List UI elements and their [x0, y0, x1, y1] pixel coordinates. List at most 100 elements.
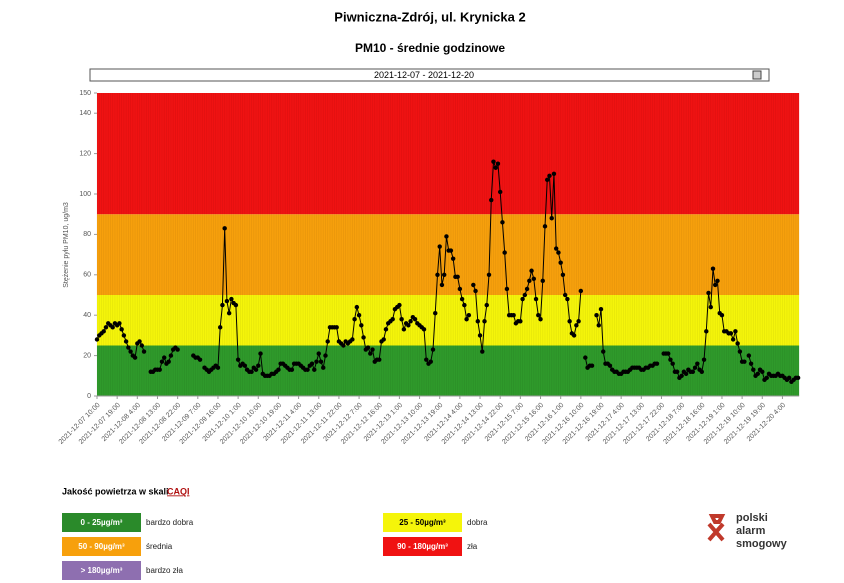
data-point	[435, 272, 440, 277]
data-point	[139, 343, 144, 348]
data-point	[352, 317, 357, 322]
legend-description: średnia	[146, 542, 173, 551]
legend-swatch	[62, 561, 141, 580]
data-point	[538, 317, 543, 322]
data-point	[354, 304, 360, 310]
data-point	[359, 323, 364, 328]
data-point	[742, 359, 747, 364]
data-point	[735, 341, 740, 346]
data-point	[430, 347, 436, 352]
legend-label: 25 - 50µg/m³	[399, 518, 446, 527]
data-point	[562, 292, 568, 298]
data-point	[607, 363, 613, 368]
data-point	[466, 313, 472, 318]
data-line	[96, 322, 145, 359]
x-tick-label: 2021-12-20 4:00	[746, 402, 787, 443]
data-point	[527, 278, 532, 284]
data-point	[764, 375, 769, 381]
data-point	[489, 197, 494, 203]
data-point	[321, 365, 326, 370]
data-point	[692, 365, 698, 370]
data-point	[589, 363, 595, 368]
data-point	[558, 260, 563, 265]
data-point	[719, 313, 725, 318]
data-point	[471, 282, 476, 288]
data-point	[536, 313, 541, 318]
data-point	[733, 329, 738, 334]
data-point	[412, 317, 418, 322]
y-tick-label: 150	[79, 90, 91, 97]
data-point	[439, 282, 445, 288]
data-point	[94, 337, 100, 342]
data-point	[408, 319, 413, 324]
legend-label: 0 - 25µg/m³	[81, 518, 123, 527]
data-point	[462, 302, 467, 308]
legend-swatch	[62, 513, 141, 532]
data-point	[491, 159, 496, 164]
data-point	[760, 369, 765, 374]
legend-swatch	[383, 537, 462, 556]
data-point	[482, 319, 487, 324]
band	[97, 214, 800, 295]
data-point	[312, 367, 317, 372]
data-point	[567, 319, 572, 324]
legend-description: bardzo zła	[146, 566, 183, 575]
data-point	[220, 302, 225, 308]
y-tick-label: 80	[83, 231, 91, 238]
data-point	[121, 333, 127, 338]
data-point	[748, 361, 754, 366]
data-point	[495, 161, 501, 166]
caqi-link[interactable]: CAQI	[167, 486, 190, 496]
data-point	[399, 317, 404, 322]
y-axis-label: Stężenie pyłu PM10, ug/m3	[63, 202, 70, 288]
band	[97, 295, 800, 346]
data-point	[428, 359, 433, 364]
data-point	[500, 220, 505, 225]
data-point	[511, 313, 516, 318]
data-point	[166, 359, 171, 364]
logo-text: polski	[736, 512, 768, 524]
data-point	[473, 288, 478, 294]
data-point	[309, 361, 315, 366]
data-point	[437, 244, 442, 249]
legend-title: Jakość powietrza w skali	[62, 486, 169, 496]
y-tick-label: 140	[79, 110, 91, 117]
data-point	[119, 327, 124, 332]
data-point	[397, 302, 402, 308]
data-point	[683, 371, 689, 376]
data-point	[480, 349, 485, 354]
data-point	[493, 165, 498, 170]
y-tick-label: 120	[79, 150, 91, 157]
data-point	[502, 250, 507, 255]
data-point	[704, 329, 709, 334]
data-point	[368, 351, 373, 356]
data-point	[222, 226, 227, 231]
legend-description: bardzo dobra	[146, 518, 194, 527]
data-point	[350, 337, 355, 342]
data-point	[123, 339, 129, 344]
data-point	[235, 357, 241, 362]
data-point	[571, 333, 577, 338]
data-point	[699, 369, 704, 374]
data-point	[560, 272, 566, 277]
data-point	[455, 274, 460, 280]
data-point	[556, 250, 561, 255]
data-point	[737, 349, 743, 354]
calendar-icon[interactable]	[752, 70, 762, 80]
data-point	[529, 268, 534, 273]
data-point	[708, 304, 713, 310]
data-point	[101, 329, 106, 334]
data-point	[666, 351, 671, 356]
data-point	[715, 278, 720, 284]
date-range-box[interactable]	[89, 68, 770, 82]
data-point	[103, 325, 109, 330]
data-point	[484, 302, 489, 308]
data-point	[498, 189, 503, 195]
data-point	[486, 272, 492, 277]
legend-label: > 180µg/m³	[81, 566, 123, 575]
data-point	[576, 319, 581, 324]
data-point	[256, 363, 261, 368]
data-point	[701, 357, 707, 362]
data-point	[249, 369, 254, 374]
data-point	[545, 177, 550, 183]
